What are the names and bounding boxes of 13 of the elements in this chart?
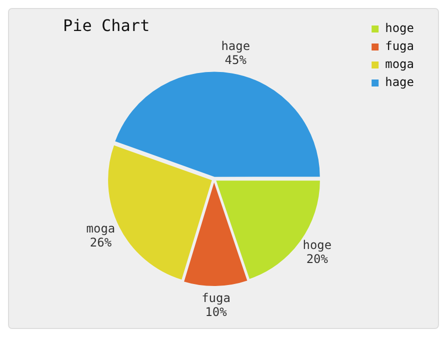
legend-label: hoge <box>385 21 414 36</box>
legend-label: hage <box>385 75 414 90</box>
slice-label: fuga <box>202 291 230 306</box>
data-label: 10% <box>205 305 228 320</box>
slice-label: hage <box>221 39 250 54</box>
data-label: 20% <box>306 252 329 266</box>
chart-title: Pie Chart <box>63 16 150 35</box>
data-label: 45% <box>224 53 248 68</box>
legend-label: fuga <box>385 39 414 54</box>
legend-label: moga <box>385 57 414 72</box>
slice-label: moga <box>86 221 116 236</box>
slice-label: hoge <box>302 238 332 252</box>
data-label: 26% <box>90 235 112 250</box>
